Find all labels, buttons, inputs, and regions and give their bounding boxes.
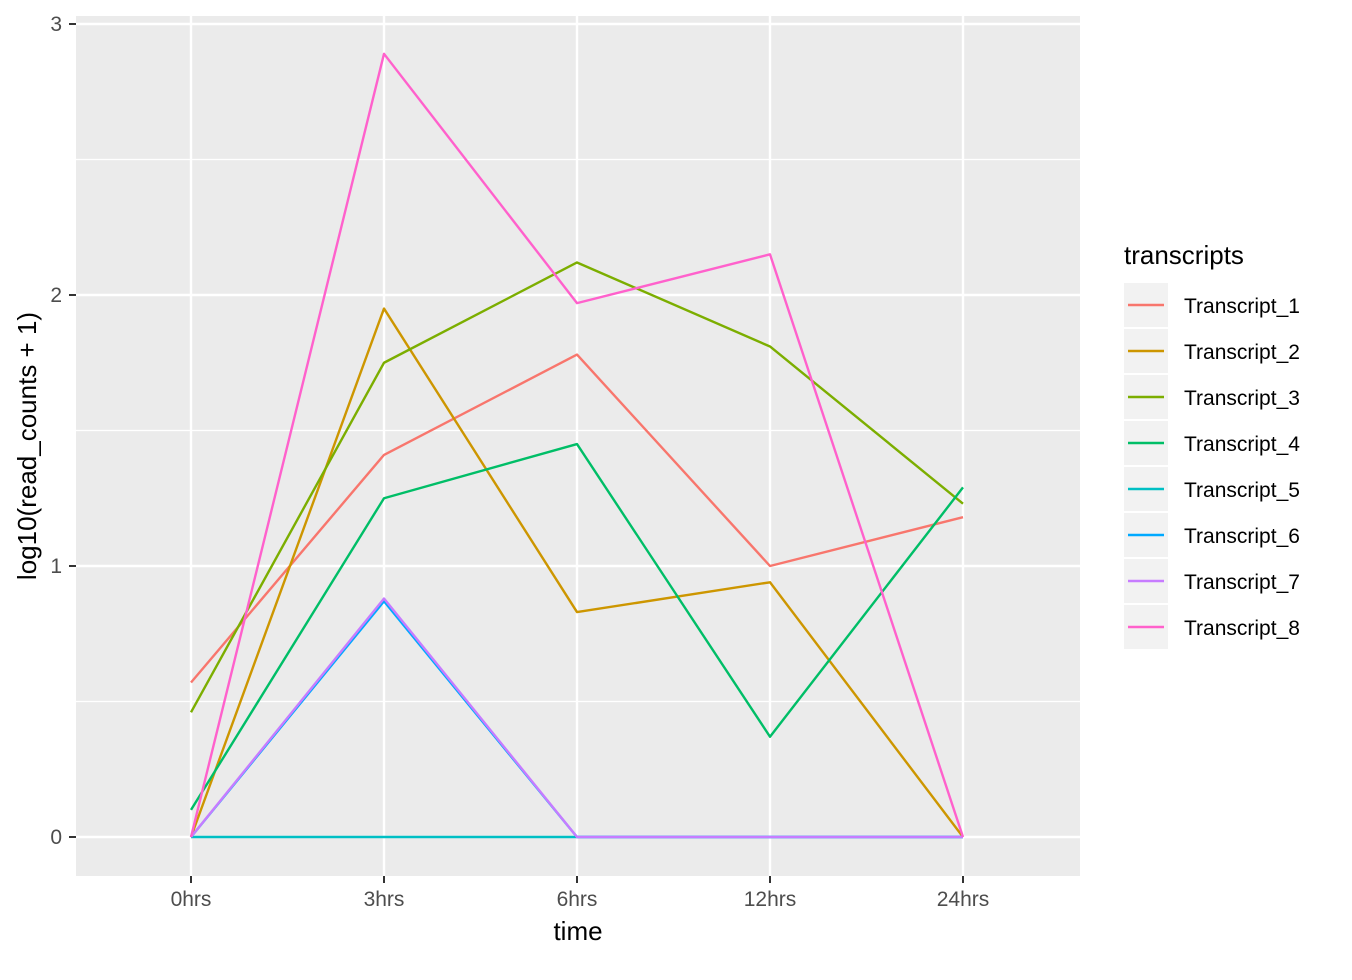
legend-label: Transcript_6 — [1184, 525, 1300, 548]
legend-label: Transcript_7 — [1184, 571, 1300, 594]
series-line-transcript-2 — [189, 307, 964, 838]
legend: transcripts Transcript_1Transcript_2Tran… — [1124, 240, 1300, 649]
x-tick-label: 6hrs — [557, 888, 598, 911]
legend-title: transcripts — [1124, 240, 1244, 270]
legend-label: Transcript_2 — [1184, 341, 1300, 364]
x-axis-title: time — [553, 916, 602, 946]
y-tick-label: 0 — [50, 826, 62, 849]
series-line-transcript-4 — [189, 442, 964, 811]
y-tick-label: 3 — [50, 13, 62, 36]
series-line-transcript-3 — [189, 261, 964, 713]
y-axis-title: log10(read_counts + 1) — [12, 312, 42, 580]
x-tick-label: 12hrs — [744, 888, 797, 911]
series-lines — [189, 52, 965, 839]
series-line-transcript-8 — [189, 52, 965, 838]
legend-label: Transcript_8 — [1184, 617, 1300, 640]
y-tick-label: 1 — [50, 555, 62, 578]
series-line-transcript-1 — [190, 353, 964, 684]
legend-label: Transcript_1 — [1184, 295, 1300, 318]
legend-items: Transcript_1 Transcript_2 Transcript_3 Tran… — [1124, 283, 1300, 649]
legend-label: Transcript_4 — [1184, 433, 1300, 456]
x-tick-label: 0hrs — [171, 888, 212, 911]
y-tick-label: 2 — [50, 284, 62, 307]
y-axis: 0 1 2 3 — [50, 13, 76, 849]
x-tick-label: 24hrs — [937, 888, 990, 911]
legend-label: Transcript_3 — [1184, 387, 1300, 410]
legend-label: Transcript_5 — [1184, 479, 1300, 502]
series-line-transcript-7 — [190, 597, 963, 839]
x-axis: 0hrs 3hrs 6hrs 12hrs 24hrs — [171, 876, 990, 911]
x-tick-label: 3hrs — [364, 888, 405, 911]
